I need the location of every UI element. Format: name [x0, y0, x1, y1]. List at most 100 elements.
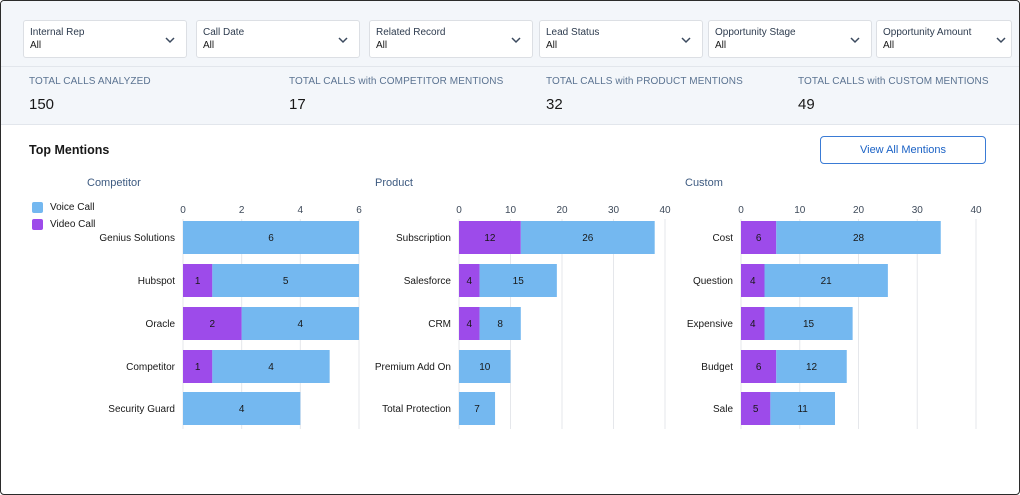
bar-value-label: 1: [195, 362, 201, 373]
kpi-value: 150: [29, 96, 55, 113]
chart-title-custom: Custom: [685, 177, 723, 189]
bar-segment-video-call[interactable]: [741, 307, 765, 340]
filter-opportunity-amount[interactable]: Opportunity Amount All: [876, 20, 1012, 58]
chart-legend: Voice Call Video Call: [32, 199, 95, 233]
bar-segment-video-call[interactable]: [741, 350, 777, 383]
view-all-mentions-button[interactable]: View All Mentions: [820, 136, 986, 164]
bar-segment-video-call[interactable]: [183, 350, 213, 383]
bar-segment-video-call[interactable]: [741, 221, 777, 254]
bar-segment-voice-call[interactable]: [479, 264, 557, 297]
filter-call-date[interactable]: Call Date All: [196, 20, 360, 58]
axis-tick-label: 20: [853, 205, 865, 216]
bar-value-label: 1: [195, 276, 201, 287]
category-label: Sale: [713, 404, 733, 415]
filter-lead-status[interactable]: Lead Status All: [539, 20, 703, 58]
filter-label: Lead Status: [546, 27, 600, 38]
filter-label: Opportunity Stage: [715, 27, 796, 38]
kpi-value: 32: [546, 96, 563, 113]
bar-value-label: 15: [803, 319, 815, 330]
category-label: Competitor: [126, 362, 176, 373]
bar-value-label: 6: [268, 233, 274, 244]
kpi-label: TOTAL CALLS with CUSTOM MENTIONS: [798, 76, 989, 87]
bar-value-label: 4: [467, 319, 473, 330]
filter-label: Internal Rep: [30, 27, 85, 38]
legend-item-voice-call[interactable]: Voice Call: [32, 199, 95, 216]
category-label: Hubspot: [138, 276, 175, 287]
bar-segment-video-call[interactable]: [741, 264, 765, 297]
bar-value-label: 7: [474, 404, 480, 415]
bar-segment-voice-call[interactable]: [241, 307, 359, 340]
bar-segment-voice-call[interactable]: [520, 221, 655, 254]
category-label: Salesforce: [404, 276, 452, 287]
bar-value-label: 2: [210, 319, 216, 330]
bar-segment-voice-call[interactable]: [459, 350, 511, 383]
legend-label: Video Call: [50, 219, 96, 230]
filter-related-record[interactable]: Related Record All: [369, 20, 533, 58]
legend-label: Voice Call: [50, 202, 95, 213]
axis-tick-label: 0: [456, 205, 462, 216]
legend-item-video-call[interactable]: Video Call: [32, 216, 95, 233]
bar-segment-video-call[interactable]: [459, 307, 480, 340]
bar-value-label: 12: [484, 233, 496, 244]
kpi-label: TOTAL CALLS with COMPETITOR MENTIONS: [289, 76, 504, 87]
category-label: Expensive: [687, 319, 734, 330]
category-label: Question: [693, 276, 733, 287]
bar-segment-video-call[interactable]: [459, 221, 521, 254]
bar-value-label: 10: [479, 362, 491, 373]
axis-tick-label: 30: [608, 205, 620, 216]
filter-internal-rep[interactable]: Internal Rep All: [23, 20, 187, 58]
bar-value-label: 11: [797, 404, 808, 415]
bar-segment-voice-call[interactable]: [183, 221, 359, 254]
bar-value-label: 4: [750, 319, 756, 330]
bar-value-label: 12: [806, 362, 818, 373]
chevron-down-icon: [511, 37, 521, 44]
bar-segment-voice-call[interactable]: [212, 350, 330, 383]
bar-segment-voice-call[interactable]: [764, 307, 853, 340]
chart-title-competitor: Competitor: [87, 177, 141, 189]
bar-value-label: 4: [298, 319, 304, 330]
bar-segment-voice-call[interactable]: [459, 392, 496, 425]
kpi-label: TOTAL CALLS with PRODUCT MENTIONS: [546, 76, 743, 87]
bar-segment-voice-call[interactable]: [776, 221, 941, 254]
kpi-label: TOTAL CALLS ANALYZED: [29, 76, 151, 87]
bar-segment-video-call[interactable]: [183, 307, 242, 340]
bar-segment-voice-call[interactable]: [770, 392, 835, 425]
filter-bar: Internal Rep All Call Date All Related R…: [1, 1, 1019, 67]
bar-value-label: 4: [467, 276, 473, 287]
category-label: Premium Add On: [375, 362, 451, 373]
bar-segment-video-call[interactable]: [459, 264, 480, 297]
chevron-down-icon: [996, 37, 1006, 44]
legend-swatch: [32, 219, 43, 230]
chevron-down-icon: [850, 37, 860, 44]
axis-tick-label: 0: [738, 205, 744, 216]
bar-value-label: 26: [582, 233, 594, 244]
filter-label: Related Record: [376, 27, 446, 38]
bar-value-label: 15: [513, 276, 525, 287]
bar-segment-video-call[interactable]: [183, 264, 213, 297]
filter-opportunity-stage[interactable]: Opportunity Stage All: [708, 20, 872, 58]
axis-tick-label: 2: [239, 205, 245, 216]
bar-segment-voice-call[interactable]: [479, 307, 521, 340]
chevron-down-icon: [338, 37, 348, 44]
bar-value-label: 4: [268, 362, 274, 373]
bar-segment-voice-call[interactable]: [183, 392, 301, 425]
kpi-value: 49: [798, 96, 815, 113]
filter-value: All: [715, 40, 727, 51]
filter-value: All: [203, 40, 215, 51]
bar-segment-voice-call[interactable]: [776, 350, 847, 383]
category-label: Cost: [712, 233, 733, 244]
bar-segment-video-call[interactable]: [741, 392, 771, 425]
bar-segment-voice-call[interactable]: [764, 264, 888, 297]
bar-value-label: 6: [756, 233, 762, 244]
category-label: Subscription: [396, 233, 451, 244]
axis-tick-label: 6: [356, 205, 362, 216]
filter-label: Call Date: [203, 27, 245, 38]
chevron-down-icon: [165, 37, 175, 44]
filter-value: All: [376, 40, 388, 51]
bar-segment-voice-call[interactable]: [212, 264, 359, 297]
axis-tick-label: 30: [912, 205, 924, 216]
bar-value-label: 4: [239, 404, 245, 415]
chevron-down-icon: [681, 37, 691, 44]
